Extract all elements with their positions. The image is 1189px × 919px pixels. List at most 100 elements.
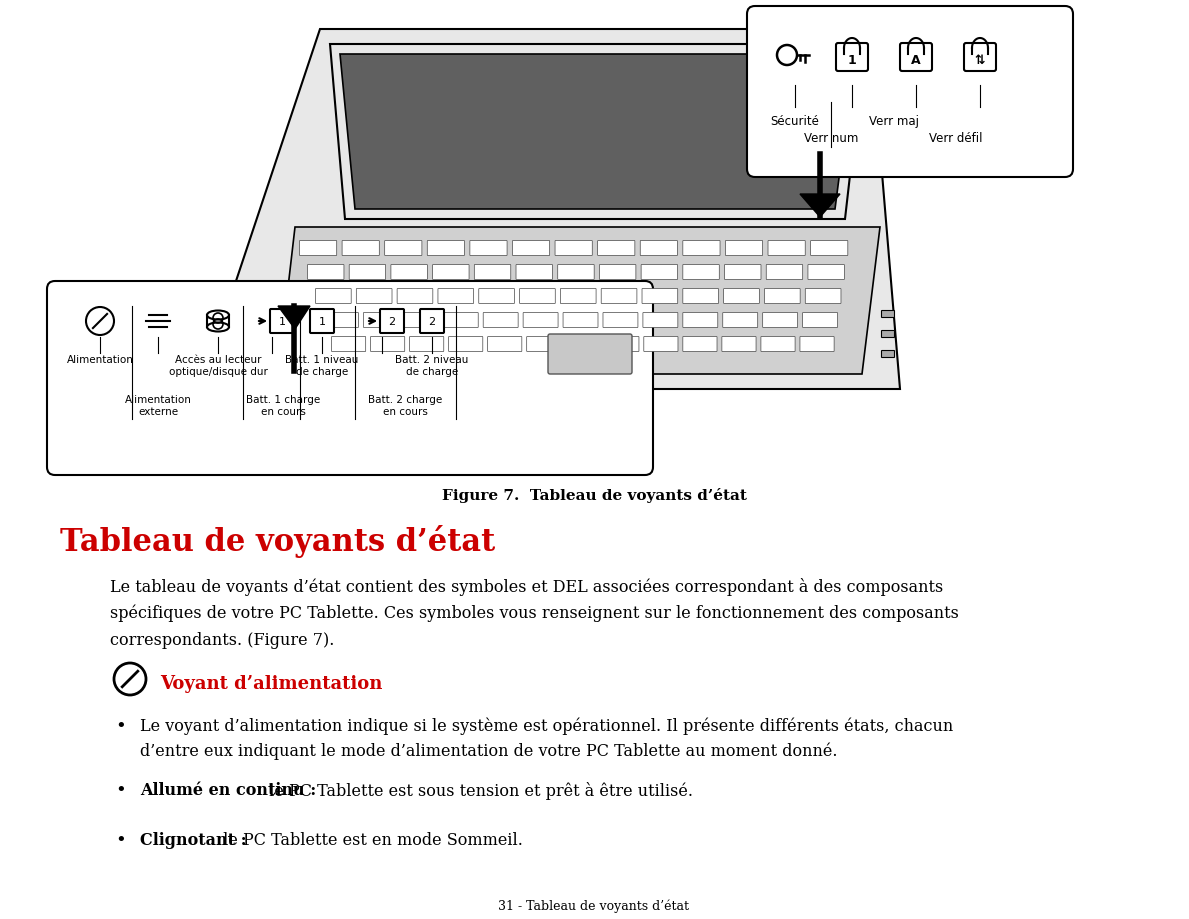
FancyBboxPatch shape	[641, 266, 678, 280]
Text: Batt. 2 charge
en cours: Batt. 2 charge en cours	[367, 394, 442, 416]
Text: Le tableau de voyants d’état contient des symboles et DEL associées correspondan: Le tableau de voyants d’état contient de…	[111, 577, 943, 596]
FancyBboxPatch shape	[357, 289, 392, 304]
FancyBboxPatch shape	[768, 241, 805, 256]
Text: 1: 1	[848, 53, 856, 66]
Text: Verr num: Verr num	[804, 131, 858, 145]
FancyBboxPatch shape	[391, 266, 427, 280]
FancyBboxPatch shape	[48, 282, 653, 475]
FancyBboxPatch shape	[725, 241, 762, 256]
Text: Clignotant :: Clignotant :	[140, 831, 246, 848]
FancyBboxPatch shape	[836, 44, 868, 72]
FancyBboxPatch shape	[722, 337, 756, 352]
FancyBboxPatch shape	[315, 289, 351, 304]
FancyBboxPatch shape	[881, 312, 894, 318]
Text: Voyant d’alimentation: Voyant d’alimentation	[161, 675, 383, 692]
FancyBboxPatch shape	[682, 266, 719, 280]
FancyBboxPatch shape	[443, 313, 478, 328]
Polygon shape	[278, 307, 310, 330]
FancyBboxPatch shape	[332, 337, 366, 352]
FancyBboxPatch shape	[765, 289, 800, 304]
Text: Alimentation
externe: Alimentation externe	[125, 394, 191, 416]
Text: le PC Tablette est en mode Sommeil.: le PC Tablette est en mode Sommeil.	[218, 831, 523, 848]
FancyBboxPatch shape	[364, 313, 398, 328]
FancyBboxPatch shape	[555, 241, 592, 256]
FancyBboxPatch shape	[724, 266, 761, 280]
FancyBboxPatch shape	[642, 289, 678, 304]
FancyBboxPatch shape	[881, 331, 894, 338]
FancyBboxPatch shape	[566, 337, 600, 352]
Text: Tableau de voyants d’état: Tableau de voyants d’état	[59, 525, 496, 558]
FancyBboxPatch shape	[643, 313, 678, 328]
FancyBboxPatch shape	[809, 266, 844, 280]
Text: •: •	[115, 717, 126, 735]
FancyBboxPatch shape	[397, 289, 433, 304]
Text: correspondants. (Figure 7).: correspondants. (Figure 7).	[111, 631, 334, 648]
FancyBboxPatch shape	[300, 241, 336, 256]
FancyBboxPatch shape	[598, 241, 635, 256]
FancyBboxPatch shape	[527, 337, 561, 352]
Text: Le voyant d’alimentation indique si le système est opérationnel. Il présente dif: Le voyant d’alimentation indique si le s…	[140, 717, 954, 734]
Text: ⇅: ⇅	[975, 53, 986, 66]
FancyBboxPatch shape	[564, 313, 598, 328]
Text: 2: 2	[428, 317, 435, 326]
FancyBboxPatch shape	[803, 313, 837, 328]
Text: le PC Tablette est sous tension et prêt à être utilisé.: le PC Tablette est sous tension et prêt …	[264, 781, 692, 800]
FancyBboxPatch shape	[548, 335, 633, 375]
Polygon shape	[200, 30, 900, 390]
FancyBboxPatch shape	[964, 44, 996, 72]
FancyBboxPatch shape	[602, 289, 637, 304]
Polygon shape	[278, 228, 880, 375]
FancyBboxPatch shape	[380, 310, 404, 334]
Polygon shape	[800, 195, 839, 218]
FancyBboxPatch shape	[761, 337, 795, 352]
FancyBboxPatch shape	[603, 313, 638, 328]
FancyBboxPatch shape	[558, 266, 594, 280]
Text: 2: 2	[389, 317, 396, 326]
Text: 1: 1	[319, 317, 326, 326]
Text: Batt. 1 niveau
de charge: Batt. 1 niveau de charge	[285, 355, 359, 376]
Text: Figure 7.  Tableau de voyants d’état: Figure 7. Tableau de voyants d’état	[441, 487, 747, 503]
FancyBboxPatch shape	[900, 44, 932, 72]
FancyBboxPatch shape	[448, 337, 483, 352]
Text: Batt. 1 charge
en cours: Batt. 1 charge en cours	[246, 394, 320, 416]
FancyBboxPatch shape	[747, 7, 1072, 177]
FancyBboxPatch shape	[385, 241, 422, 256]
FancyBboxPatch shape	[520, 289, 555, 304]
FancyBboxPatch shape	[409, 337, 443, 352]
FancyBboxPatch shape	[474, 266, 511, 280]
FancyBboxPatch shape	[323, 313, 358, 328]
FancyBboxPatch shape	[487, 337, 522, 352]
FancyBboxPatch shape	[470, 241, 507, 256]
FancyBboxPatch shape	[811, 241, 848, 256]
FancyBboxPatch shape	[682, 241, 721, 256]
FancyBboxPatch shape	[800, 337, 835, 352]
FancyBboxPatch shape	[682, 337, 717, 352]
FancyBboxPatch shape	[523, 313, 558, 328]
Text: 1: 1	[278, 317, 285, 326]
FancyBboxPatch shape	[766, 266, 803, 280]
FancyBboxPatch shape	[881, 351, 894, 358]
Text: A: A	[911, 53, 920, 66]
FancyBboxPatch shape	[438, 289, 473, 304]
Text: Sécurité: Sécurité	[770, 115, 819, 128]
FancyBboxPatch shape	[270, 310, 294, 334]
FancyBboxPatch shape	[342, 241, 379, 256]
Text: Batt. 2 niveau
de charge: Batt. 2 niveau de charge	[395, 355, 468, 376]
FancyBboxPatch shape	[371, 337, 404, 352]
FancyBboxPatch shape	[682, 289, 718, 304]
Text: •: •	[115, 831, 126, 849]
Polygon shape	[340, 55, 855, 210]
FancyBboxPatch shape	[483, 313, 518, 328]
FancyBboxPatch shape	[479, 289, 515, 304]
Text: Accès au lecteur
optique/disque dur: Accès au lecteur optique/disque dur	[169, 355, 268, 376]
Text: spécifiques de votre PC Tablette. Ces symboles vous renseignent sur le fonctionn: spécifiques de votre PC Tablette. Ces sy…	[111, 605, 958, 622]
FancyBboxPatch shape	[605, 337, 638, 352]
Text: Allumé en continu :: Allumé en continu :	[140, 781, 316, 798]
FancyBboxPatch shape	[433, 266, 468, 280]
Text: •: •	[115, 781, 126, 800]
FancyBboxPatch shape	[724, 289, 760, 304]
FancyBboxPatch shape	[512, 241, 549, 256]
FancyBboxPatch shape	[308, 266, 344, 280]
FancyBboxPatch shape	[762, 313, 798, 328]
Text: Alimentation: Alimentation	[67, 355, 133, 365]
